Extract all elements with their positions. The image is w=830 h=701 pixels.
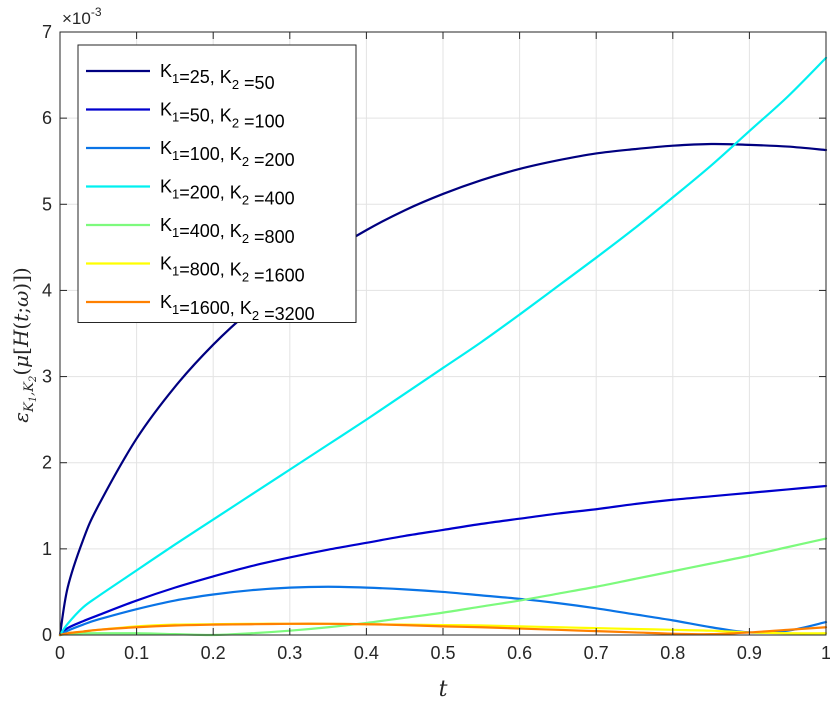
x-tick-label: 0.8 [660,643,685,663]
x-tick-label: 0.1 [124,643,149,663]
y-axis-label: εK1,K2(μ[H(t;ω)]) [9,267,39,422]
y-tick-label: 7 [42,22,52,42]
y-tick-label: 1 [42,539,52,559]
x-axis: 0 0.1 0.2 0.3 0.4 0.5 0.6 0.7 0.8 0.9 1 [55,32,830,663]
legend-entry: K1=50, K2 =100 [160,100,285,132]
series-line-3 [58,585,828,637]
x-tick-label: 0 [55,643,65,663]
x-tick-label: 0.4 [354,643,379,663]
x-tick-label: 1 [821,643,830,663]
y-tick-label: 2 [42,453,52,473]
y-tick-label: 6 [42,108,52,128]
series-line-1 [58,142,828,637]
y-tick-label: 5 [42,194,52,214]
y-tick-label: 0 [42,625,52,645]
y-axis: 0 1 2 3 4 5 6 7 [42,22,826,645]
legend-entry: K1=400, K2 =800 [160,215,295,247]
x-axis-label: t [439,677,448,701]
y-tick-label: 3 [42,367,52,387]
x-tick-label: 0.5 [430,643,455,663]
y-scale-exponent: ×10-3 [62,5,102,28]
legend-entry: K1=100, K2 =200 [160,138,295,170]
legend-box [77,44,357,323]
legend-entry: K1=200, K2 =400 [160,177,295,209]
x-tick-label: 0.6 [507,643,532,663]
series-lines [58,56,828,637]
x-tick-label: 0.7 [584,643,609,663]
x-tick-label: 0.2 [201,643,226,663]
y-tick-label: 4 [42,280,52,300]
legend-entry: K1=1600, K2 =3200 [160,292,315,324]
series-line-2 [58,484,828,637]
series-line-4 [58,56,828,637]
legend-entry: K1=25, K2 =50 [160,61,275,93]
legend: K1=25, K2 =50 K1=50, K2 =100 K1=100, K2 =2… [77,44,357,324]
series-line-5 [58,537,828,637]
x-tick-label: 0.9 [737,643,762,663]
series-line-7 [58,622,828,637]
legend-entry: K1=800, K2 =1600 [160,254,305,286]
x-tick-label: 0.3 [277,643,302,663]
